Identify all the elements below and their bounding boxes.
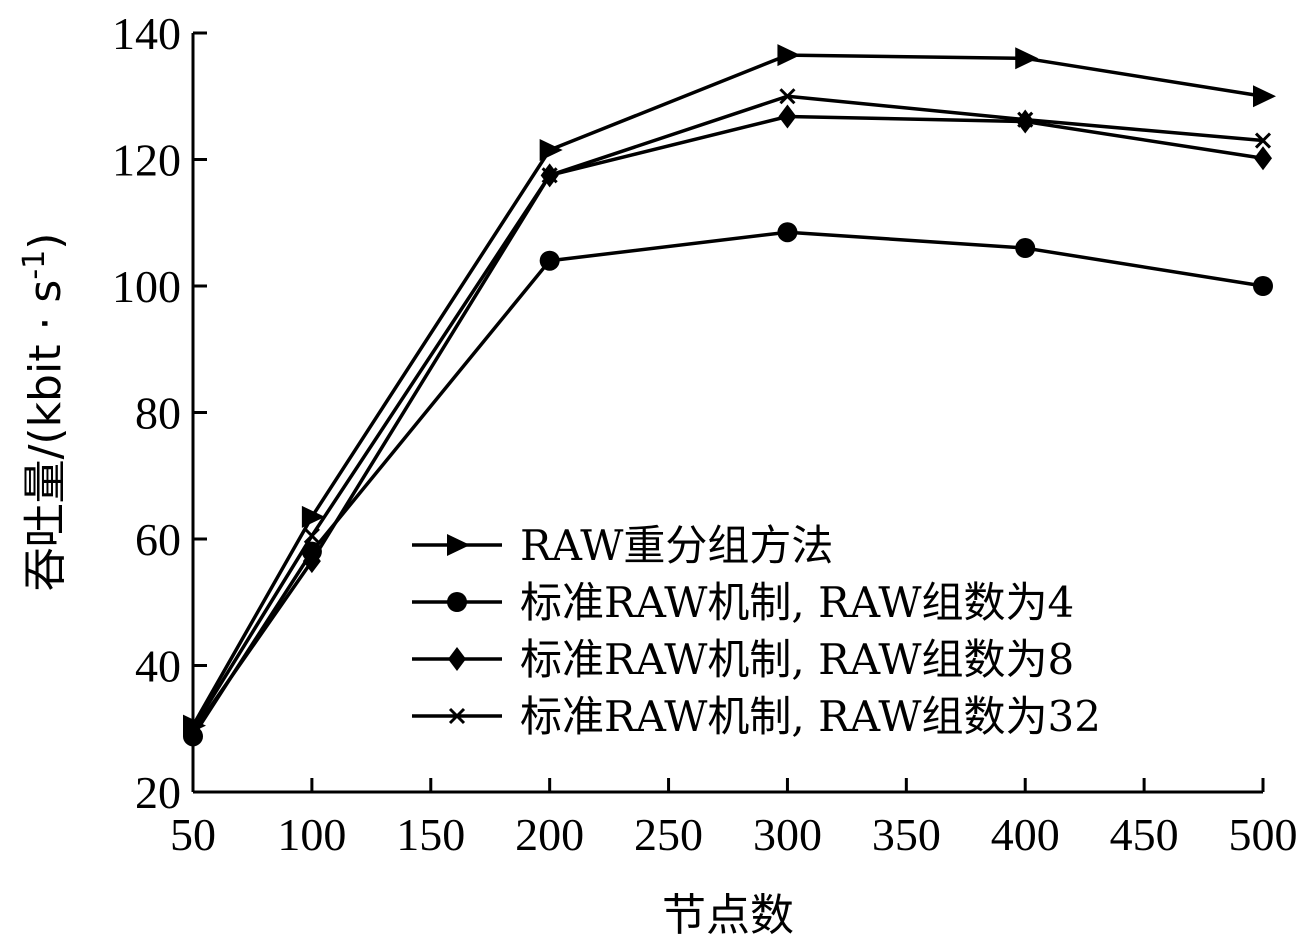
series-layer <box>183 44 1276 747</box>
legend-entry-1: RAW重分组方法 <box>412 521 833 570</box>
series-3-point-300 <box>778 104 797 129</box>
x-tick-label-500: 500 <box>1229 809 1298 860</box>
series-1 <box>183 44 1276 737</box>
legend-marker-2 <box>447 592 467 612</box>
series-2-point-400 <box>1015 238 1036 259</box>
series-3-point-500 <box>1254 146 1272 171</box>
legend-entry-2: 标准RAW机制, RAW组数为4 <box>412 578 1074 627</box>
axes: 20 40 60 80 100 120 140 50 100 150 200 250 300 350 400… <box>112 8 1298 860</box>
y-tick-label-60: 60 <box>135 514 181 565</box>
x-tick-label-250: 250 <box>634 809 703 860</box>
series-2-point-300 <box>777 222 798 243</box>
series-4-point-200 <box>541 167 558 184</box>
y-axis-title-close: ) <box>20 233 71 250</box>
x-tick-label-350: 350 <box>872 809 941 860</box>
legend-entry-3: 标准RAW机制, RAW组数为8 <box>412 635 1074 684</box>
x-tick-label-300: 300 <box>753 809 822 860</box>
series-4-point-500 <box>1254 132 1272 149</box>
legend-marker-4 <box>448 707 466 725</box>
x-tick-label-200: 200 <box>515 809 584 860</box>
legend-marker-4-stroke-b <box>448 707 466 725</box>
series-4-point-50-stroke-b <box>184 720 202 737</box>
legend-label-2: 标准RAW机制, RAW组数为4 <box>520 578 1074 627</box>
x-axis-title: 节点数 <box>662 890 794 941</box>
series-1-point-400 <box>1015 47 1039 70</box>
legend-entry-4: 标准RAW机制, RAW组数为32 <box>412 692 1101 741</box>
series-4-point-400-stroke-b <box>1017 111 1034 128</box>
series-4-point-50 <box>184 720 202 737</box>
y-tick-label-100: 100 <box>112 261 181 312</box>
series-4-point-100-stroke-b <box>303 527 320 544</box>
y-tick-label-140: 140 <box>112 8 181 59</box>
y-tick-label-120: 120 <box>112 135 181 186</box>
series-2-point-500 <box>1253 276 1273 296</box>
series-4 <box>184 88 1272 737</box>
series-4-point-400 <box>1017 111 1034 128</box>
series-4-point-500-stroke-b <box>1254 132 1272 149</box>
y-tick-label-80: 80 <box>135 388 181 439</box>
legend-marker-1 <box>447 534 470 556</box>
series-1-point-300 <box>777 44 801 67</box>
y-axis-title-main: 吞吐量/(kbit · s <box>20 280 71 592</box>
x-tick-label-400: 400 <box>991 809 1060 860</box>
legend-marker-3 <box>448 647 466 671</box>
y-axis-title-superscript: -1 <box>17 250 52 280</box>
legend-label-3: 标准RAW机制, RAW组数为8 <box>520 635 1074 684</box>
legend-label-1: RAW重分组方法 <box>520 521 833 570</box>
y-tick-label-20: 20 <box>135 767 181 818</box>
x-tick-label-450: 450 <box>1110 809 1179 860</box>
series-3-line <box>191 114 1264 733</box>
series-1-point-500 <box>1253 85 1276 108</box>
series-4-point-300 <box>779 88 796 105</box>
series-1-point-200 <box>539 139 563 162</box>
y-tick-label-40: 40 <box>135 641 181 692</box>
series-1-line <box>191 53 1264 727</box>
series-2-point-200 <box>539 250 560 271</box>
x-tick-label-50: 50 <box>170 809 216 860</box>
y-axis-title: 吞吐量/(kbit · s-1) <box>17 233 71 592</box>
legend-label-4: 标准RAW机制, RAW组数为32 <box>520 692 1101 741</box>
series-4-point-200-stroke-b <box>541 167 558 184</box>
series-2 <box>183 222 1273 747</box>
x-tick-label-150: 150 <box>396 809 465 860</box>
series-4-point-300-stroke-b <box>779 88 796 105</box>
series-4-line <box>191 94 1264 730</box>
series-4-point-100 <box>303 527 320 544</box>
series-1-point-100 <box>301 505 325 528</box>
series-3-point-100 <box>302 549 321 574</box>
x-tick-label-100: 100 <box>277 809 346 860</box>
series-2-line <box>191 230 1264 738</box>
